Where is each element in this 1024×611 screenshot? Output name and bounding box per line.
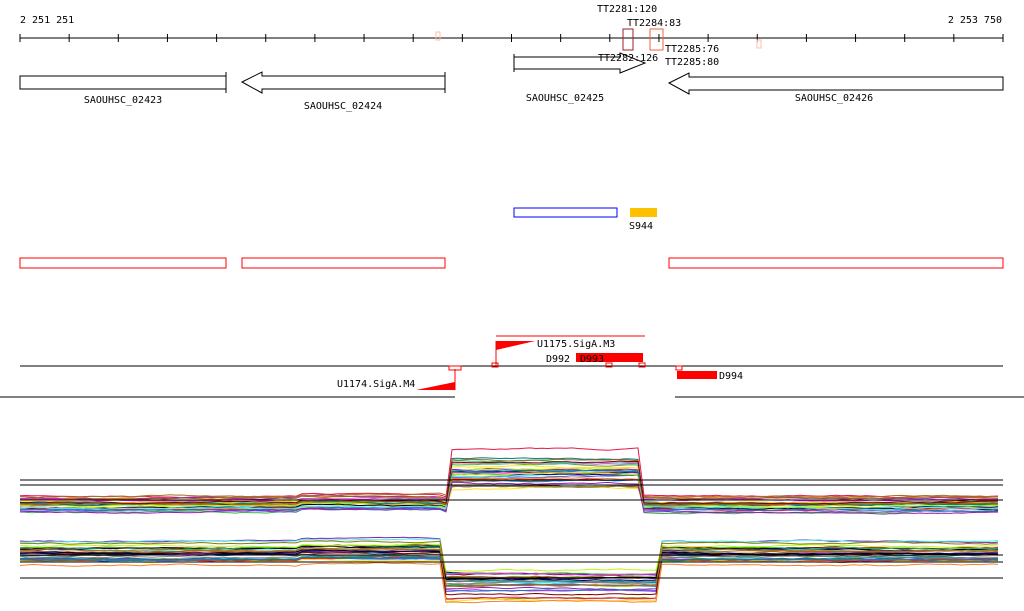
marker-box[interactable] <box>622 28 634 51</box>
deletion-d994[interactable] <box>677 371 717 379</box>
promoter-u1175[interactable] <box>496 341 535 350</box>
cds-box[interactable] <box>668 257 1004 269</box>
marker-box[interactable] <box>435 31 441 41</box>
ruler: 2 251 251 2 253 750 <box>19 15 1004 42</box>
gene-label: SAOUHSC_02423 <box>84 95 162 106</box>
expression-trace <box>19 544 999 576</box>
feature-blue-box[interactable] <box>513 207 618 218</box>
marker-box[interactable] <box>756 39 762 49</box>
cds-box[interactable] <box>19 257 227 269</box>
expression-trace <box>19 556 999 600</box>
expression-trace <box>19 460 999 511</box>
expression-trace <box>19 481 998 515</box>
expression-trace <box>19 465 998 504</box>
promoter-label: U1174.SigA.M4 <box>337 379 415 390</box>
marker-label: TT2281:120 <box>597 4 657 15</box>
marker-box[interactable] <box>649 28 664 51</box>
marker-label: TT2285:80 <box>665 57 719 68</box>
marker-label: TT2285:76 <box>665 44 719 55</box>
gene-SAOUHSC_02424[interactable]: SAOUHSC_02424 <box>240 71 446 112</box>
cds-box[interactable] <box>241 257 446 269</box>
deletion-label: D993 <box>580 354 604 365</box>
gene-label: SAOUHSC_02424 <box>304 101 382 112</box>
feature-s944-label: S944 <box>629 221 653 232</box>
expression-trace <box>20 471 999 508</box>
ruler-ticks <box>19 34 1004 42</box>
cds-track <box>19 257 1004 269</box>
deletion-d993[interactable] <box>576 353 643 362</box>
expression-trace <box>19 553 999 584</box>
gene-label: SAOUHSC_02426 <box>795 93 873 104</box>
expression-trace <box>19 555 999 583</box>
ruler-start-label: 2 251 251 <box>20 15 74 26</box>
marker-label: TT2284:83 <box>627 18 681 29</box>
gene-SAOUHSC_02426[interactable]: SAOUHSC_02426 <box>667 72 1004 104</box>
expression-trace <box>19 562 999 604</box>
marker-label: TT2282:126 <box>598 53 658 64</box>
expression-trace <box>19 547 999 587</box>
expression-plots <box>19 447 1003 604</box>
ruler-end-label: 2 253 750 <box>948 15 1002 26</box>
promoter-track: U1175.SigA.M3 U1174.SigA.M4 D992 D993 D9… <box>0 335 1024 398</box>
promoter-label: U1175.SigA.M3 <box>537 339 615 350</box>
promoter-u1174[interactable] <box>416 382 455 390</box>
marker-track: TT2281:120 TT2284:83 TT2282:126 TT2285:7… <box>435 4 762 68</box>
feature-s944[interactable] <box>630 208 657 217</box>
expression-trace <box>19 557 998 592</box>
deletion-label: D994 <box>719 371 743 382</box>
expression-trace <box>19 460 999 505</box>
expression-trace <box>19 470 999 502</box>
deletion-label: D992 <box>546 354 570 365</box>
gene-track: SAOUHSC_02423 SAOUHSC_02424 SAOUHSC_0242… <box>19 52 1004 112</box>
gene-SAOUHSC_02423[interactable]: SAOUHSC_02423 <box>19 72 227 106</box>
expression-trace <box>20 542 999 572</box>
gene-label: SAOUHSC_02425 <box>526 93 604 104</box>
gene-SAOUHSC_02425[interactable]: SAOUHSC_02425 <box>513 52 647 104</box>
